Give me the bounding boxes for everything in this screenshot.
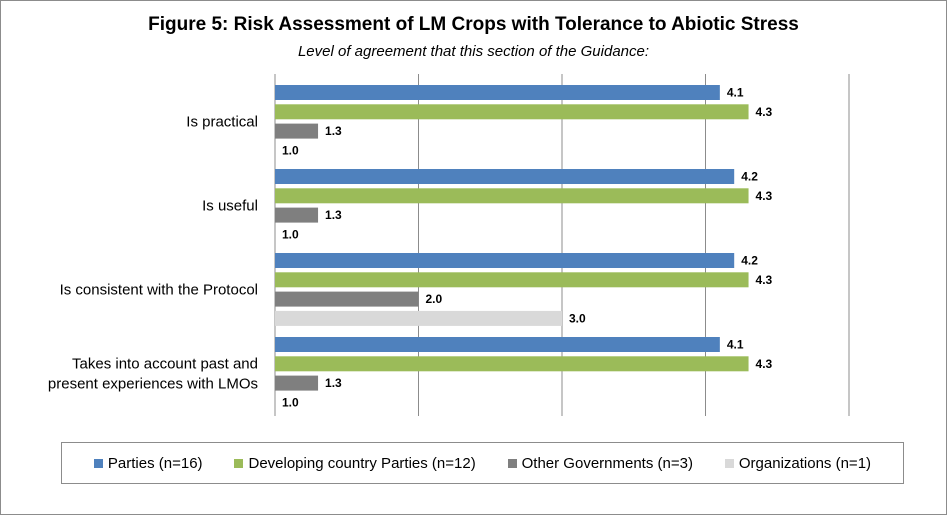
chart-title: Figure 5: Risk Assessment of LM Crops wi… <box>148 14 799 35</box>
category-label-1: Is practical <box>186 113 258 130</box>
chart-legend: Parties (n=16) Developing country Parties… <box>61 442 904 484</box>
legend-label-2: Developing country Parties (n=12) <box>248 454 476 472</box>
bar-chart-plot: 4.1 4.3 1.3 1.0 Is practical 4.2 4.3 1.3 1.0 Is u… <box>48 74 850 416</box>
value-label-2-series-1: 4.2 <box>741 170 758 184</box>
bar-2-series-3 <box>275 207 319 223</box>
value-label-3-series-1: 4.2 <box>741 254 758 268</box>
value-label-4-series-3: 1.3 <box>325 376 342 390</box>
bar-2-series-1 <box>275 169 735 184</box>
legend-swatch-2 <box>234 458 244 468</box>
value-label-1-series-1: 4.1 <box>727 86 744 100</box>
category-label-2: Is useful <box>202 197 258 214</box>
category-label-3: Is consistent with the Protocol <box>60 281 258 298</box>
bar-3-series-3 <box>275 291 419 307</box>
value-label-3-series-4: 3.0 <box>569 311 586 325</box>
category-label-4-line-1: Takes into account past and <box>72 355 258 372</box>
value-label-4-series-4: 1.0 <box>282 395 299 409</box>
legend-swatch-4 <box>724 458 734 468</box>
bar-1-series-2 <box>275 104 749 120</box>
value-label-2-series-4: 1.0 <box>282 227 299 241</box>
value-label-4-series-1: 4.1 <box>727 338 744 352</box>
legend-label-3: Other Governments (n=3) <box>521 454 693 472</box>
legend-label-1: Parties (n=16) <box>107 454 203 472</box>
value-label-3-series-2: 4.3 <box>756 273 773 287</box>
value-label-2-series-2: 4.3 <box>756 189 773 203</box>
bar-1-series-1 <box>275 85 720 100</box>
legend-swatch-1 <box>93 458 103 468</box>
bar-3-series-4 <box>275 310 562 326</box>
bar-4-series-3 <box>275 375 319 391</box>
bar-3-series-1 <box>275 253 735 268</box>
legend-item-3: Other Governments (n=3) <box>507 454 693 472</box>
value-label-1-series-4: 1.0 <box>282 143 299 157</box>
legend-label-4: Organizations (n=1) <box>738 454 872 472</box>
value-label-1-series-3: 1.3 <box>325 124 342 138</box>
value-label-3-series-3: 2.0 <box>426 292 443 306</box>
value-label-1-series-2: 4.3 <box>756 105 773 119</box>
bar-2-series-2 <box>275 188 749 204</box>
chart-subtitle: Level of agreement that this section of … <box>297 43 650 60</box>
bar-4-series-1 <box>275 337 720 352</box>
legend-item-4: Organizations (n=1) <box>724 454 872 472</box>
bar-1-series-3 <box>275 123 319 139</box>
bar-4-series-2 <box>275 356 749 372</box>
bar-3-series-2 <box>275 272 749 288</box>
category-label-4-line-2: present experiences with LMOs <box>48 375 258 392</box>
value-label-2-series-3: 1.3 <box>325 208 342 222</box>
legend-item-1: Parties (n=16) <box>93 454 203 472</box>
legend-item-2: Developing country Parties (n=12) <box>234 454 476 472</box>
value-label-4-series-2: 4.3 <box>756 357 773 371</box>
legend-swatch-3 <box>507 458 517 468</box>
